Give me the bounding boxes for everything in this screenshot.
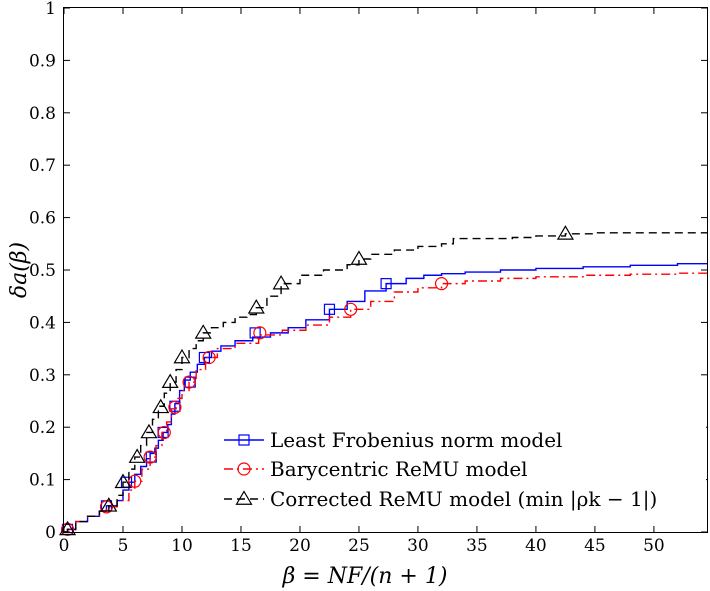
data-point-marker <box>128 474 142 488</box>
x-tick-label: 5 <box>118 536 129 556</box>
x-tick-label: 25 <box>348 536 370 556</box>
legend-marker <box>237 462 251 476</box>
data-point-marker <box>152 398 170 414</box>
y-tick-label: 0.6 <box>29 209 56 229</box>
y-tick-label: 1 <box>45 0 56 19</box>
data-point-marker <box>198 351 210 364</box>
y-tick-label: 0.8 <box>29 104 56 124</box>
data-point-marker <box>194 324 212 339</box>
x-tick-label: 20 <box>289 536 311 556</box>
data-point-marker <box>161 373 179 388</box>
legend-entry: Least Frobenius norm model <box>224 428 562 452</box>
y-tick-label: 0.5 <box>29 261 56 281</box>
legend-label: Barycentric ReMU model <box>270 457 528 481</box>
data-point-marker <box>157 425 171 440</box>
series-line <box>64 272 708 533</box>
y-tick-label: 0.2 <box>29 418 56 438</box>
legend-marker <box>238 434 250 446</box>
data-point-marker <box>100 497 118 512</box>
y-axis-label: δa(β) <box>7 242 32 298</box>
series-line <box>64 232 707 533</box>
data-point-marker <box>249 327 261 339</box>
data-point-marker <box>128 448 146 463</box>
plot-frame <box>63 7 708 533</box>
series-1 <box>61 263 708 535</box>
y-tick-label: 0 <box>45 523 56 543</box>
data-point-marker <box>140 423 158 439</box>
legend: Least Frobenius norm model Barycentric Re… <box>216 422 706 526</box>
y-tick-label: 0.7 <box>29 156 56 176</box>
data-point-marker <box>247 299 265 314</box>
data-point-marker <box>202 350 216 365</box>
data-point-marker <box>114 473 132 489</box>
legend-entries: Least Frobenius norm model Barycentric Re… <box>224 428 657 512</box>
series-line <box>64 263 708 533</box>
legend-entry: Barycentric ReMU model <box>224 457 528 481</box>
x-tick-label: 40 <box>525 536 547 556</box>
data-point-marker <box>182 375 196 389</box>
y-tick-label: 0.9 <box>29 51 56 71</box>
data-point-marker <box>380 278 392 290</box>
y-tick-label: 0.1 <box>29 471 56 491</box>
x-tick-label: 0 <box>59 536 70 556</box>
data-point-marker <box>143 450 157 464</box>
series-layer <box>58 225 708 536</box>
legend-entry: Corrected ReMU model (min |ρk − 1|) <box>224 487 657 512</box>
x-axis-label: β = NF/(n + 1) <box>282 564 448 589</box>
legend-marker <box>235 490 253 505</box>
x-tick-label: 10 <box>171 536 193 556</box>
ticks-layer <box>63 7 707 533</box>
x-tick-label: 35 <box>466 536 488 556</box>
legend-box <box>216 422 706 526</box>
legend-label: Least Frobenius norm model <box>270 428 562 452</box>
data-point-marker <box>168 400 182 414</box>
legend-label: Corrected ReMU model (min |ρk − 1|) <box>270 487 657 512</box>
x-tick-label: 30 <box>407 536 429 556</box>
tick-labels: 0 5 10 15 20 25 30 35 40 45 50 0 0.1 0.2 0.3 0.4 0.5 0.6 0… <box>29 0 665 556</box>
y-tick-label: 0.3 <box>29 366 56 386</box>
y-tick-label: 0.4 <box>29 313 56 333</box>
data-point-marker <box>556 225 574 240</box>
data-point-marker <box>272 274 290 290</box>
data-point-marker <box>344 302 358 316</box>
data-point-marker <box>434 277 449 291</box>
data-point-marker <box>253 326 267 340</box>
data-point-marker <box>350 250 368 265</box>
data-point-marker <box>323 303 336 315</box>
x-tick-label: 45 <box>584 536 606 556</box>
data-point-marker <box>99 500 114 514</box>
series-2 <box>60 272 708 536</box>
x-tick-label: 15 <box>230 536 252 556</box>
x-tick-label: 50 <box>643 536 665 556</box>
data-point-marker <box>60 522 75 536</box>
series-3 <box>58 225 707 536</box>
data-point-marker <box>173 348 191 364</box>
